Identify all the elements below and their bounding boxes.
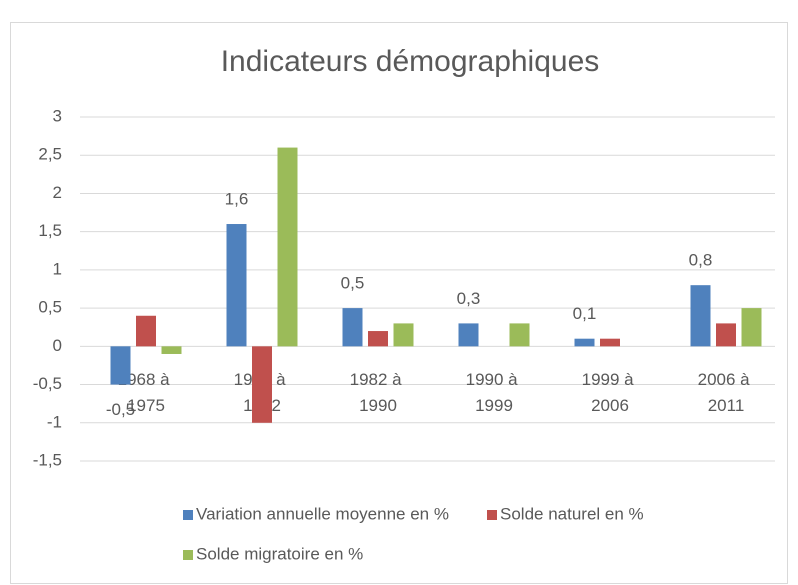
data-label: -0,5 (106, 400, 135, 419)
bar (368, 331, 388, 347)
data-label: 0,5 (341, 274, 365, 293)
data-label: 0,8 (689, 251, 713, 270)
y-tick-label: -1,5 (33, 450, 62, 469)
legend-label: Solde migratoire en % (196, 544, 363, 563)
x-tick-line: 2006 (591, 396, 629, 415)
y-tick-label: 0 (53, 336, 62, 355)
x-tick-label: 1982 à 1990 (350, 370, 407, 415)
y-tick-label: 1,5 (38, 221, 62, 240)
x-tick-label: 2006 à 2011 (698, 370, 755, 415)
bar (690, 285, 711, 347)
bar (136, 315, 156, 347)
bar (509, 323, 530, 347)
x-tick-label: 1999 à 2006 (582, 370, 639, 415)
y-tick-label: 3 (53, 106, 62, 125)
legend-swatch (183, 550, 193, 560)
bar (277, 147, 298, 347)
x-tick-line: 2011 (708, 396, 745, 415)
legend-label: Variation annuelle moyenne en % (196, 504, 449, 523)
bar (161, 346, 182, 354)
bar (741, 308, 762, 347)
x-tick-line: 1999 (475, 396, 513, 415)
data-label: 0,1 (573, 304, 597, 323)
x-tick-line: 1982 à (350, 370, 407, 389)
chart-title: Indicateurs démographiques (221, 45, 600, 78)
x-tick-line: 1999 à (582, 370, 639, 389)
x-tick-label: 1968 à 1975 (118, 370, 175, 415)
bar (342, 308, 363, 347)
y-tick-label: 0,5 (38, 298, 62, 317)
x-tick-label: 1990 à 1999 (466, 370, 523, 415)
y-tick-label: 2 (53, 183, 62, 202)
x-tick-line: 1990 à (466, 370, 523, 389)
y-tick-label: 1 (53, 259, 62, 278)
data-label: 1,6 (225, 190, 249, 209)
x-tick-line: 2006 à (698, 370, 755, 389)
x-tick-line: 1975 (127, 396, 165, 415)
bar (393, 323, 414, 347)
x-tick-line: 1990 (359, 396, 397, 415)
legend-swatch (183, 510, 193, 520)
data-label: 0,3 (457, 289, 481, 308)
bar (716, 323, 736, 347)
x-tick-line: 1968 à (118, 370, 175, 389)
y-tick-label: -0,5 (33, 374, 62, 393)
bar (226, 224, 247, 347)
y-tick-label: -1 (47, 412, 62, 431)
bar (574, 338, 595, 347)
y-tick-label: 2,5 (38, 145, 62, 164)
legend-label: Solde naturel en % (500, 504, 644, 523)
legend-swatch (487, 510, 497, 520)
bar (458, 323, 479, 347)
chart-border (10, 22, 788, 584)
bar (600, 338, 620, 347)
bar (110, 346, 131, 385)
bar (252, 346, 272, 423)
